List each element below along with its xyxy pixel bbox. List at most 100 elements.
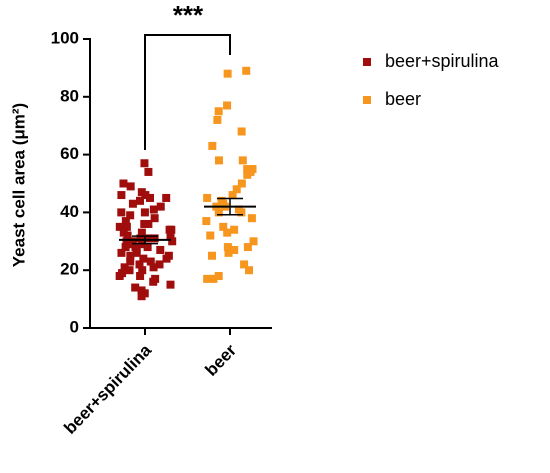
- data-point: [245, 266, 254, 275]
- data-point: [119, 179, 128, 188]
- data-point: [117, 248, 126, 257]
- data-point: [140, 219, 149, 228]
- data-point: [140, 159, 149, 168]
- y-tick-label: 60: [60, 144, 79, 163]
- data-point: [214, 208, 223, 217]
- legend-marker: [363, 96, 371, 104]
- data-point: [126, 182, 135, 191]
- data-point: [230, 245, 239, 254]
- data-point: [149, 277, 158, 286]
- y-tick-label: 40: [60, 202, 79, 221]
- data-point: [166, 280, 175, 289]
- data-point: [150, 214, 159, 223]
- y-axis-label: Yeast cell area (μm²): [9, 103, 28, 267]
- data-point: [144, 219, 153, 228]
- data-point: [136, 196, 145, 205]
- data-point: [243, 243, 252, 252]
- significance-bracket: [144, 34, 231, 150]
- data-point: [139, 254, 148, 263]
- legend-marker: [363, 58, 371, 66]
- data-point: [136, 234, 145, 243]
- data-point: [128, 199, 137, 208]
- data-point: [223, 101, 232, 110]
- data-point: [126, 240, 135, 249]
- data-point: [223, 228, 232, 237]
- data-point: [223, 69, 232, 78]
- data-point: [126, 211, 135, 220]
- data-point: [122, 222, 131, 231]
- data-point: [249, 237, 258, 246]
- data-point: [247, 214, 256, 223]
- legend-label: beer: [385, 89, 421, 109]
- data-point: [137, 292, 146, 301]
- data-point: [203, 193, 212, 202]
- data-point: [214, 107, 223, 116]
- data-point: [132, 248, 141, 257]
- significance: ***: [173, 0, 204, 30]
- y-tick-label: 20: [60, 260, 79, 279]
- data-point: [125, 266, 134, 275]
- x-tick-label: beer+spirulina: [60, 340, 155, 438]
- data-point: [230, 225, 239, 234]
- x-tick-label: beer: [201, 340, 240, 379]
- data-point: [208, 141, 217, 150]
- data-point: [162, 254, 171, 263]
- data-point: [126, 257, 135, 266]
- data-point: [232, 185, 241, 194]
- y-tick-label: 100: [51, 28, 79, 47]
- data-point: [131, 283, 140, 292]
- data-point: [237, 179, 246, 188]
- data-point: [144, 167, 153, 176]
- data-point: [146, 257, 155, 266]
- data-point: [202, 217, 211, 226]
- data-point: [120, 263, 129, 272]
- data-point: [143, 243, 152, 252]
- data-point: [224, 248, 233, 257]
- data-point: [156, 245, 165, 254]
- y-tick-label: 80: [60, 86, 79, 105]
- data-point: [121, 243, 130, 252]
- data-point: [214, 156, 223, 165]
- data-point: [203, 274, 212, 283]
- data-point: [140, 208, 149, 217]
- data-point: [136, 271, 145, 280]
- data-point: [141, 191, 150, 200]
- data-point: [168, 237, 177, 246]
- data-point: [155, 260, 164, 269]
- data-point: [135, 260, 144, 269]
- data-point: [156, 202, 165, 211]
- y-tick-label: 0: [70, 317, 79, 336]
- data-point: [208, 251, 217, 260]
- data-point: [206, 231, 215, 240]
- data-point: [115, 222, 124, 231]
- data-point: [242, 66, 251, 75]
- data-point: [137, 228, 146, 237]
- data-point: [167, 225, 176, 234]
- data-point: [240, 260, 249, 269]
- data-point: [237, 208, 246, 217]
- data-point: [149, 205, 158, 214]
- data-point: [117, 208, 126, 217]
- data-point: [149, 263, 158, 272]
- data-point: [228, 191, 237, 200]
- legend-label: beer+spirulina: [385, 51, 500, 71]
- data-point: [209, 274, 218, 283]
- data-point: [146, 193, 155, 202]
- data-point: [166, 231, 175, 240]
- data-point: [237, 127, 246, 136]
- data-point: [121, 217, 130, 226]
- data-point: [143, 234, 152, 243]
- data-point: [138, 266, 147, 275]
- data-point: [162, 193, 171, 202]
- data-point: [115, 271, 124, 280]
- data-point: [123, 231, 132, 240]
- data-point: [117, 191, 126, 200]
- data-point: [213, 115, 222, 124]
- data-point: [214, 271, 223, 280]
- data-point: [219, 222, 228, 231]
- data-point: [243, 170, 252, 179]
- data-point: [150, 234, 159, 243]
- data-point: [126, 251, 135, 260]
- data-point: [238, 156, 247, 165]
